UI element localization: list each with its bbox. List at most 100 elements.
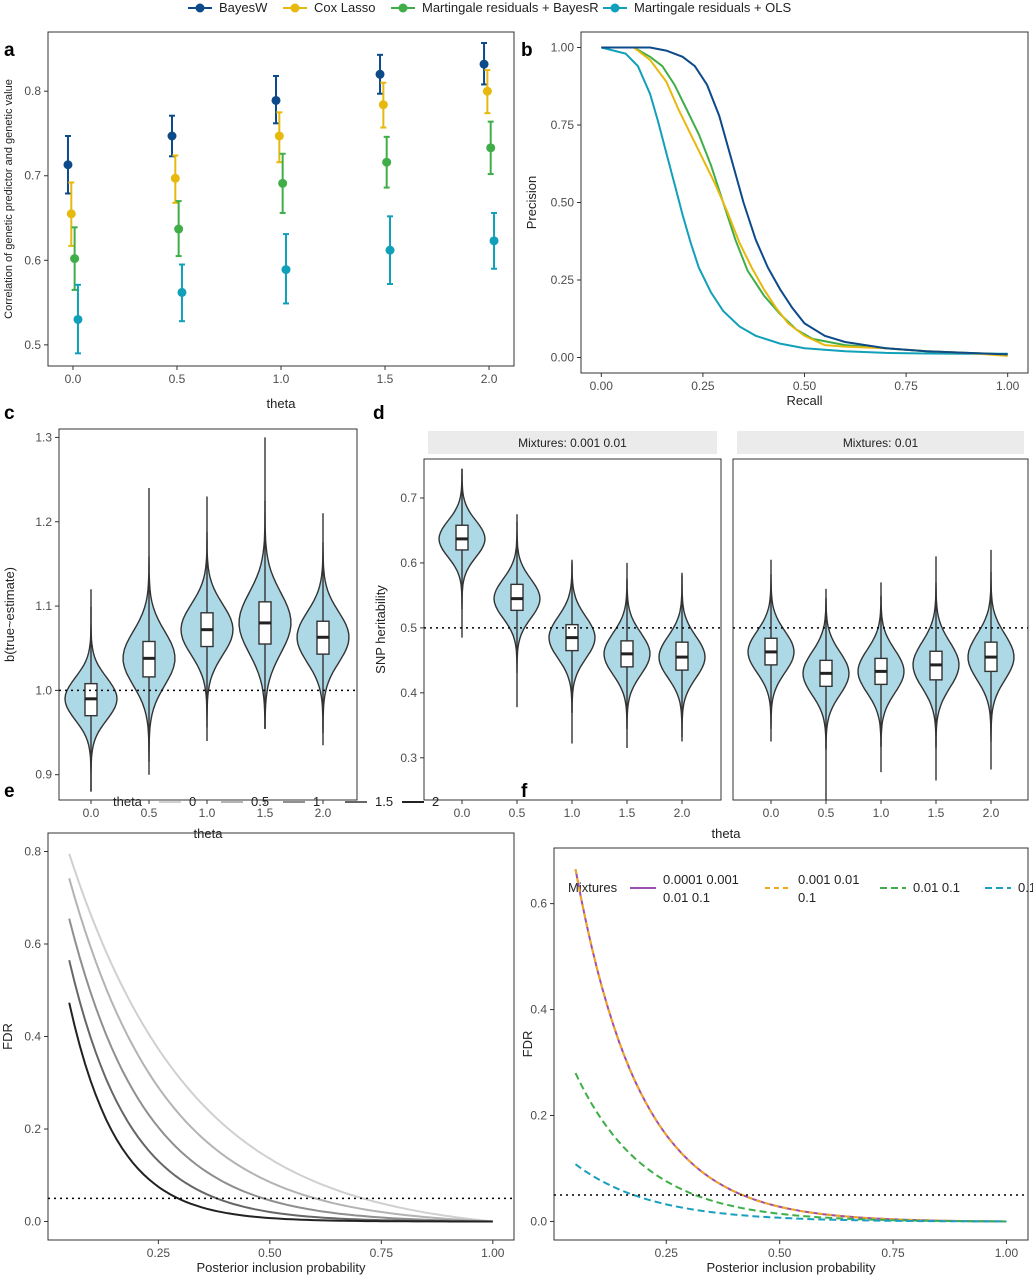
series-line bbox=[68, 918, 493, 1223]
panel-b-precision-recall: 0.00 0.25 0.50 0.75 1.00 0.00 0.25 0.50 0.75 1.00… bbox=[524, 31, 1029, 408]
x-axis-title: Posterior inclusion probability bbox=[706, 1260, 876, 1275]
x-tick-label: 0.5 bbox=[141, 806, 158, 820]
y-tick-label: 0.8 bbox=[24, 845, 41, 859]
y-tick-label: 0.0 bbox=[530, 1214, 547, 1228]
x-tick-label: 1.5 bbox=[619, 806, 636, 820]
x-tick-label: 0.50 bbox=[768, 1246, 792, 1260]
series-line bbox=[601, 46, 1008, 356]
panel-e-fdr-theta: 0.00.20.40.60.80.25 0.50 0.75 1.00FDRPoster… bbox=[0, 794, 515, 1275]
x-tick-label: 1.0 bbox=[273, 372, 290, 386]
facet-title: Mixtures: 0.001 0.01 bbox=[518, 436, 627, 450]
y-axis-title: FDR bbox=[0, 1023, 15, 1050]
y-tick-label: 1.1 bbox=[35, 599, 52, 613]
data-point bbox=[66, 209, 76, 219]
data-point bbox=[167, 131, 177, 141]
x-tick-label: 0.0 bbox=[65, 372, 82, 386]
data-point bbox=[375, 69, 385, 79]
x-tick-label: 0.25 bbox=[691, 379, 715, 393]
y-tick-label: 0.75 bbox=[551, 118, 575, 132]
panel-d-violin-facets: 0.3 0.4 0.5 0.6 0.7 SNP heritability theta Mixt… bbox=[373, 431, 1029, 841]
panel-label-d: d bbox=[373, 403, 385, 424]
x-tick-label: 2.0 bbox=[315, 806, 332, 820]
y-axis-title: Precision bbox=[524, 176, 539, 229]
x-tick-label: 1.5 bbox=[377, 372, 394, 386]
x-tick-label: 0.50 bbox=[258, 1246, 282, 1260]
legend-label: 2 bbox=[432, 794, 439, 809]
data-point bbox=[271, 95, 281, 105]
data-point bbox=[70, 254, 80, 264]
legend-label: 0 bbox=[189, 794, 196, 809]
x-tick-label: 0.25 bbox=[147, 1246, 171, 1260]
x-tick-label: 1.00 bbox=[481, 1246, 505, 1260]
legend-key-point bbox=[398, 3, 408, 13]
legend-label: 0.1 bbox=[1018, 880, 1033, 895]
x-axis-title: theta bbox=[712, 826, 742, 841]
legend-key-point bbox=[610, 3, 620, 13]
y-tick-label: 0.00 bbox=[551, 351, 575, 365]
panel-label-f: f bbox=[521, 781, 528, 802]
x-tick-label: 1.5 bbox=[928, 806, 945, 820]
y-tick-label: 1.00 bbox=[551, 41, 575, 55]
data-point bbox=[489, 236, 499, 246]
legend-key-point bbox=[195, 3, 205, 13]
x-tick-label: 0.25 bbox=[655, 1246, 679, 1260]
series-line bbox=[601, 46, 1008, 356]
y-tick-label: 0.6 bbox=[400, 556, 417, 570]
plot-frame bbox=[47, 832, 515, 1241]
y-tick-label: 0.3 bbox=[400, 751, 417, 765]
legend-label: 1 bbox=[313, 794, 320, 809]
legend-label: Martingale residuals + OLS bbox=[634, 0, 791, 15]
data-point bbox=[174, 224, 184, 234]
y-tick-label: 0.25 bbox=[551, 273, 575, 287]
y-axis-title: b(true~estimate) bbox=[2, 567, 17, 662]
y-tick-label: 0.5 bbox=[400, 621, 417, 635]
x-tick-label: 0.75 bbox=[894, 379, 918, 393]
facet-strip bbox=[737, 431, 1024, 454]
facet-strip bbox=[428, 431, 717, 454]
legend-label: Martingale residuals + BayesR bbox=[422, 0, 599, 15]
panel-label-b: b bbox=[521, 40, 533, 61]
x-tick-label: 0.0 bbox=[763, 806, 780, 820]
legend-title: Mixtures bbox=[568, 880, 618, 895]
data-point bbox=[482, 86, 492, 96]
panel-f-fdr-mixtures: 0.0 0.2 0.4 0.6 0.25 0.50 0.75 1.00 FDR Posterior… bbox=[520, 847, 1033, 1275]
y-tick-label: 0.2 bbox=[24, 1122, 41, 1136]
legend-label: BayesW bbox=[219, 0, 268, 15]
series-line bbox=[574, 1072, 1007, 1223]
y-tick-label: 0.0 bbox=[24, 1215, 41, 1229]
legend-label: 0.0001 0.001 bbox=[663, 872, 739, 887]
plot-frame bbox=[58, 428, 358, 801]
data-point bbox=[479, 59, 489, 69]
x-tick-label: 1.00 bbox=[996, 379, 1020, 393]
x-tick-label: 0.0 bbox=[83, 806, 100, 820]
x-axis-title: theta bbox=[267, 396, 297, 411]
x-tick-label: 0.00 bbox=[590, 379, 614, 393]
data-point bbox=[177, 287, 187, 297]
y-tick-label: 1.0 bbox=[35, 683, 52, 697]
x-tick-label: 0.0 bbox=[454, 806, 471, 820]
legend-label: 0.01 0.1 bbox=[663, 890, 710, 905]
top-legend: BayesW Cox Lasso Martingale residuals + Ba… bbox=[188, 0, 791, 15]
x-tick-label: 0.75 bbox=[370, 1246, 394, 1260]
y-tick-label: 0.7 bbox=[400, 491, 417, 505]
x-tick-label: 1.0 bbox=[199, 806, 216, 820]
data-point bbox=[385, 245, 395, 255]
panel-label-e: e bbox=[4, 781, 15, 802]
legend-label: 1.5 bbox=[375, 794, 393, 809]
legend-label: 0.01 0.1 bbox=[913, 880, 960, 895]
data-point bbox=[281, 265, 291, 275]
legend-key-point bbox=[290, 3, 300, 13]
y-tick-label: 0.4 bbox=[400, 686, 417, 700]
plot-frame bbox=[553, 847, 1029, 1241]
y-tick-label: 0.4 bbox=[24, 1030, 41, 1044]
panel-a-correlation: 0.5 0.6 0.7 0.8 0.0 0.5 1.0 1.5 2.0 Correlation o… bbox=[3, 31, 515, 411]
legend-label: 0.1 bbox=[798, 890, 816, 905]
legend-title: theta bbox=[113, 794, 143, 809]
x-tick-label: 2.0 bbox=[481, 372, 498, 386]
x-tick-label: 0.50 bbox=[793, 379, 817, 393]
x-tick-label: 0.5 bbox=[169, 372, 186, 386]
y-tick-label: 0.2 bbox=[530, 1109, 547, 1123]
y-tick-label: 0.6 bbox=[24, 937, 41, 951]
x-tick-label: 1.0 bbox=[564, 806, 581, 820]
